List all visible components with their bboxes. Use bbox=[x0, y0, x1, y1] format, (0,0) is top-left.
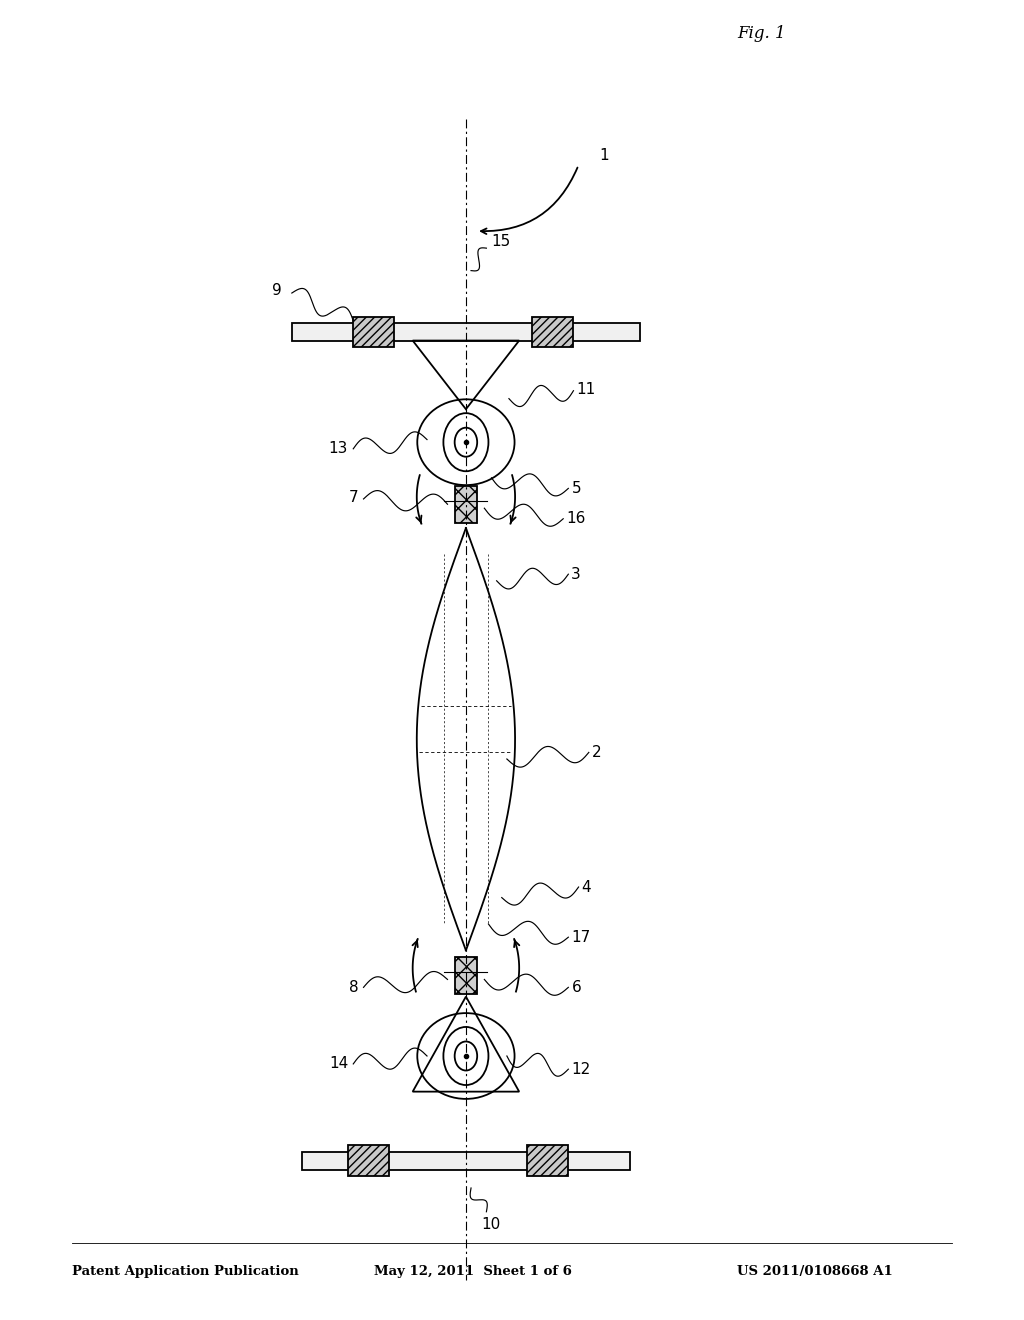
Text: Fig. 1: Fig. 1 bbox=[737, 25, 785, 42]
Text: 14: 14 bbox=[329, 1056, 348, 1072]
Polygon shape bbox=[455, 486, 477, 523]
Text: 9: 9 bbox=[271, 282, 282, 298]
Text: 11: 11 bbox=[577, 381, 596, 397]
Text: 1: 1 bbox=[599, 148, 608, 164]
Text: 10: 10 bbox=[481, 1217, 501, 1232]
Text: US 2011/0108668 A1: US 2011/0108668 A1 bbox=[737, 1265, 893, 1278]
Text: 13: 13 bbox=[329, 441, 348, 457]
Polygon shape bbox=[292, 323, 640, 341]
Polygon shape bbox=[348, 1146, 389, 1176]
Text: 5: 5 bbox=[571, 480, 581, 496]
Text: 15: 15 bbox=[492, 234, 511, 249]
Text: May 12, 2011  Sheet 1 of 6: May 12, 2011 Sheet 1 of 6 bbox=[374, 1265, 571, 1278]
Polygon shape bbox=[527, 1146, 568, 1176]
Polygon shape bbox=[532, 317, 573, 347]
Text: 6: 6 bbox=[571, 979, 582, 995]
Text: 3: 3 bbox=[570, 566, 581, 582]
Text: 17: 17 bbox=[571, 929, 591, 945]
Text: 2: 2 bbox=[592, 744, 601, 760]
Text: 8: 8 bbox=[349, 979, 358, 995]
Polygon shape bbox=[353, 317, 394, 347]
Polygon shape bbox=[302, 1152, 630, 1170]
Text: 16: 16 bbox=[566, 511, 586, 527]
Text: Patent Application Publication: Patent Application Publication bbox=[72, 1265, 298, 1278]
Text: 7: 7 bbox=[349, 490, 358, 506]
Text: 12: 12 bbox=[571, 1061, 591, 1077]
Text: 4: 4 bbox=[582, 879, 591, 895]
Polygon shape bbox=[455, 957, 477, 994]
